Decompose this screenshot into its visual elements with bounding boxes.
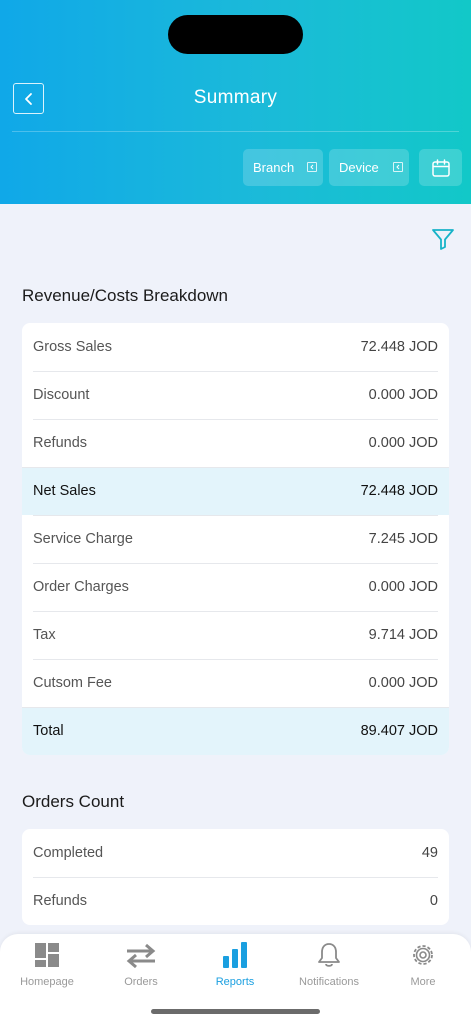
tab-label: More	[410, 976, 436, 988]
tab-homepage[interactable]: Homepage	[0, 939, 94, 995]
order-charges-row: Order Charges 0.000 JOD	[22, 563, 449, 611]
tab-orders[interactable]: Orders	[94, 939, 188, 995]
header-divider	[12, 131, 459, 132]
tab-label: Reports	[215, 976, 255, 988]
chevron-left-icon	[393, 162, 403, 172]
row-label: Refunds	[33, 435, 88, 451]
row-label: Gross Sales	[33, 339, 112, 355]
revenue-section-title: Revenue/Costs Breakdown	[22, 286, 229, 305]
row-value: 7.245 JOD	[368, 531, 438, 547]
bell-icon	[313, 939, 345, 971]
tab-label: Notifications	[299, 976, 359, 988]
row-label: Discount	[33, 387, 90, 403]
row-value: 72.448 JOD	[360, 483, 438, 499]
header: Summary Branch Device	[0, 0, 471, 204]
chevron-left-icon	[24, 92, 32, 105]
row-label: Completed	[33, 845, 104, 861]
row-value: 0.000 JOD	[368, 579, 438, 595]
chevron-left-icon	[307, 162, 317, 172]
refunds-row: Refunds 0.000 JOD	[22, 419, 449, 467]
tax-row: Tax 9.714 JOD	[22, 611, 449, 659]
dashboard-icon	[31, 939, 63, 971]
bar-chart-icon	[219, 939, 251, 971]
bottom-tab-bar: Homepage Orders Reports	[0, 934, 471, 1024]
discount-row: Discount 0.000 JOD	[22, 371, 449, 419]
tab-label: Homepage	[20, 976, 74, 988]
row-value: 0.000 JOD	[368, 435, 438, 451]
row-value: 0.000 JOD	[368, 387, 438, 403]
page-title: Summary	[193, 87, 278, 108]
tab-reports[interactable]: Reports	[188, 939, 282, 995]
row-value: 9.714 JOD	[368, 627, 438, 643]
row-value: 72.448 JOD	[360, 339, 438, 355]
filter-icon	[432, 229, 454, 250]
row-value: 89.407 JOD	[360, 723, 438, 739]
row-label: Refunds	[33, 893, 88, 909]
row-label: Cutsom Fee	[33, 675, 112, 691]
device-filter-button[interactable]: Device	[329, 149, 409, 186]
orders-section-title: Orders Count	[22, 792, 125, 811]
swap-arrows-icon	[125, 939, 157, 971]
net-sales-row: Net Sales 72.448 JOD	[22, 467, 449, 515]
row-value: 49	[421, 845, 438, 861]
date-picker-button[interactable]	[419, 149, 462, 186]
row-label: Net Sales	[33, 483, 96, 499]
device-filter-label: Device	[339, 160, 379, 175]
tab-more[interactable]: More	[376, 939, 470, 995]
completed-orders-row: Completed 49	[22, 829, 449, 877]
revenue-breakdown-card: Gross Sales 72.448 JOD Discount 0.000 JO…	[22, 323, 449, 755]
total-row: Total 89.407 JOD	[22, 707, 449, 755]
tab-notifications[interactable]: Notifications	[282, 939, 376, 995]
service-charge-row: Service Charge 7.245 JOD	[22, 515, 449, 563]
filter-button[interactable]	[430, 226, 456, 252]
gear-icon	[407, 939, 439, 971]
row-label: Service Charge	[33, 531, 133, 547]
back-button[interactable]	[13, 83, 44, 114]
row-value: 0.000 JOD	[368, 675, 438, 691]
row-label: Order Charges	[33, 579, 129, 595]
home-indicator	[151, 1009, 320, 1014]
calendar-icon	[431, 158, 450, 177]
gross-sales-row: Gross Sales 72.448 JOD	[22, 323, 449, 371]
orders-count-card: Completed 49 Refunds 0	[22, 829, 449, 925]
branch-filter-label: Branch	[253, 160, 295, 175]
row-value: 0	[429, 893, 438, 909]
branch-filter-button[interactable]: Branch	[243, 149, 323, 186]
refunded-orders-row: Refunds 0	[22, 877, 449, 925]
custom-fee-row: Cutsom Fee 0.000 JOD	[22, 659, 449, 707]
camera-notch	[168, 15, 303, 54]
row-label: Total	[33, 723, 64, 739]
row-label: Tax	[33, 627, 56, 643]
tab-label: Orders	[124, 976, 158, 988]
